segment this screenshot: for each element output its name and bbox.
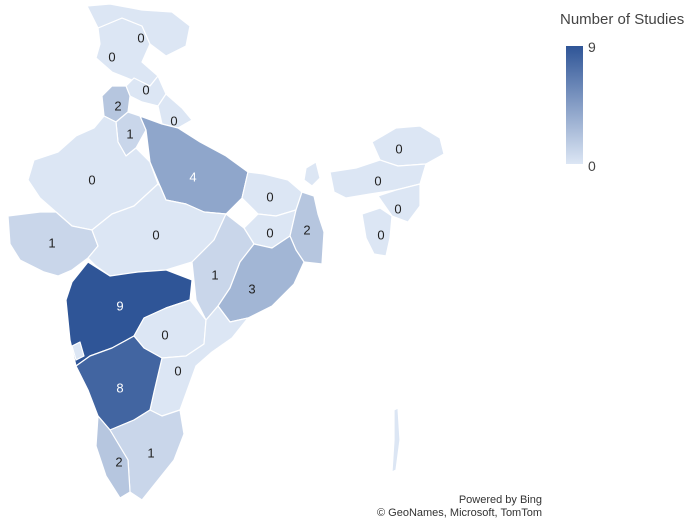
region-andaman-nicobar[interactable]	[391, 407, 401, 473]
legend-color-scale	[566, 46, 583, 164]
value-label-kerala: 2	[115, 454, 122, 469]
legend-title: Number of Studies	[560, 11, 685, 28]
region-odisha[interactable]	[217, 235, 305, 323]
region-ladakh[interactable]	[86, 3, 191, 57]
region-sikkim[interactable]	[303, 161, 321, 187]
map-credit-sources: © GeoNames, Microsoft, TomTom	[377, 507, 542, 519]
region-kerala[interactable]	[95, 415, 131, 499]
value-label-uttar-pradesh: 4	[189, 169, 196, 184]
value-label-bihar: 0	[266, 189, 273, 204]
value-label-karnataka: 8	[116, 380, 123, 395]
value-label-haryana: 1	[126, 126, 133, 141]
region-andhra-pradesh[interactable]	[149, 305, 249, 417]
map-credit-powered-by: Powered by Bing	[458, 494, 542, 506]
legend-min-label: 0	[588, 158, 596, 174]
region-arunachal-pradesh[interactable]	[371, 125, 445, 167]
value-label-tamil-nadu: 1	[147, 445, 154, 460]
value-label-telangana: 0	[161, 327, 168, 342]
state-regions	[7, 3, 445, 501]
value-label-gujarat: 1	[48, 235, 55, 250]
value-label-madhya-pradesh: 0	[152, 227, 159, 242]
value-label-jharkhand: 0	[266, 225, 273, 240]
region-goa[interactable]	[71, 341, 85, 361]
value-label-maharashtra: 9	[116, 298, 123, 313]
value-label-uttarakhand: 0	[170, 113, 177, 128]
value-label-arunachal-pradesh: 0	[395, 141, 402, 156]
value-label-odisha: 3	[248, 281, 255, 296]
value-label-rajasthan: 0	[88, 172, 95, 187]
region-west-bengal[interactable]	[289, 191, 325, 265]
value-label-meghalaya-nagaland: 0	[394, 201, 401, 216]
value-label-andhra-pradesh: 0	[174, 363, 181, 378]
value-label-mizoram-tripura: 0	[377, 227, 384, 242]
value-label-jammu-kashmir: 0	[108, 49, 115, 64]
value-label-himachal-pradesh: 0	[142, 82, 149, 97]
value-label-punjab: 2	[114, 98, 121, 113]
legend-max-label: 9	[588, 39, 596, 55]
value-label-west-bengal: 2	[303, 222, 310, 237]
value-label-assam: 0	[374, 173, 381, 188]
value-label-ladakh: 0	[137, 30, 144, 45]
value-label-chhattisgarh: 1	[211, 267, 218, 282]
region-mizoram-tripura[interactable]	[361, 207, 393, 257]
